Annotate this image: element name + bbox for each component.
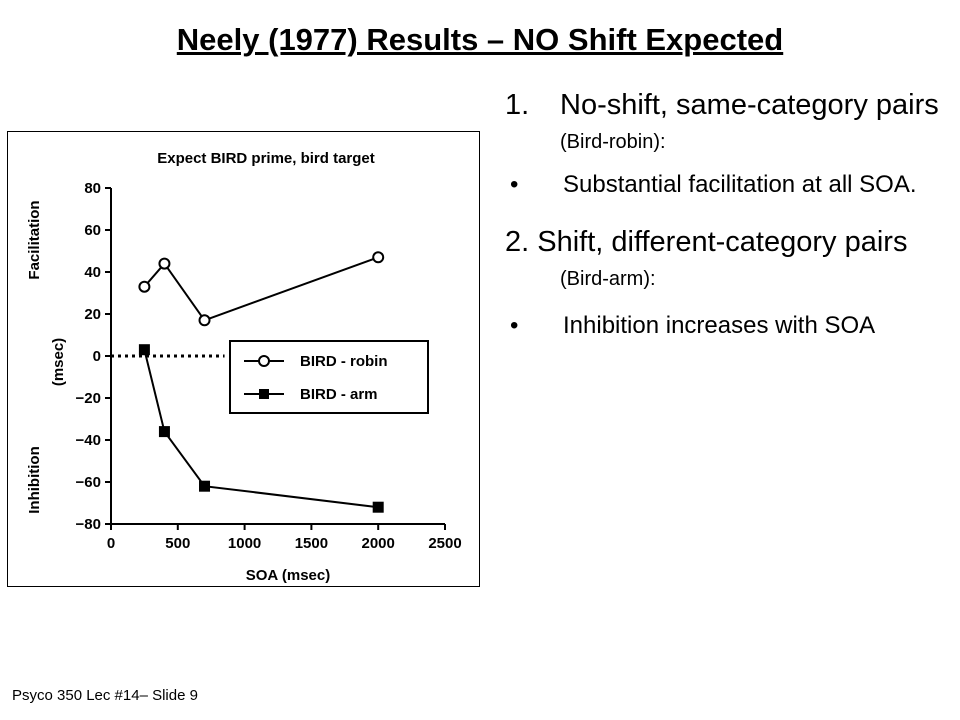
y-axis-label-facilitation: Facilitation	[26, 200, 43, 279]
sub-bullet-facilitation: • Substantial facilitation at all SOA.	[505, 169, 955, 201]
x-tick-label: 2000	[362, 535, 395, 552]
data-point-robin	[158, 257, 171, 270]
x-tick-label: 0	[107, 535, 115, 552]
data-point-robin	[138, 280, 151, 293]
list-item-note: (Bird-arm):	[560, 268, 656, 290]
legend-marker-robin	[258, 355, 270, 367]
x-tick-label: 1500	[295, 535, 328, 552]
series-line-robin	[143, 256, 379, 322]
x-tick-label: 2500	[428, 535, 461, 552]
slide-title: Neely (1977) Results – NO Shift Expected	[176, 22, 784, 57]
legend-label-robin: BIRD - robin	[300, 353, 388, 370]
figure-frame: Expect BIRD prime, bird target −80 −60 −40…	[7, 131, 480, 587]
data-point-robin	[198, 314, 211, 327]
list-item-main: 2. Shift, different-category pairs	[505, 226, 908, 258]
series-lines	[143, 256, 379, 509]
legend: BIRD - robin BIRD - arm	[229, 340, 429, 414]
y-tick-label: 0	[93, 348, 101, 365]
y-tick-label: −60	[76, 474, 101, 491]
chart-title: Expect BIRD prime, bird target	[157, 150, 375, 167]
y-tick-label: −80	[76, 516, 101, 533]
data-markers	[138, 251, 385, 513]
sub-bullet-text: Substantial facilitation at all SOA.	[563, 171, 917, 198]
soa-chart: Expect BIRD prime, bird target −80 −60 −40…	[26, 150, 462, 584]
sub-bullet-inhibition: • Inhibition increases with SOA	[505, 310, 955, 342]
y-tick-label: 80	[84, 180, 101, 197]
y-tick-label: 40	[84, 264, 101, 281]
y-axis-label-units: (msec)	[50, 338, 67, 386]
x-tick-label: 1000	[228, 535, 261, 552]
slide-footer: Psyco 350 Lec #14– Slide 9	[12, 687, 198, 704]
list-item-main: No-shift, same-category pairs	[560, 89, 939, 121]
list-item-shift: 2. Shift, different-category pairs (Bird…	[505, 225, 955, 296]
data-point-arm	[138, 344, 150, 356]
bullet-marker: •	[510, 171, 519, 198]
axis-ticks: −80 −60 −40 −20 0 20 40 60 80 0 500 1000 1500 2000 250…	[76, 180, 462, 552]
y-axis-label-inhibition: Inhibition	[26, 446, 43, 513]
bullet-list: 1. No-shift, same-category pairs (Bird-r…	[505, 88, 955, 342]
list-item-text: 2. Shift, different-category pairs (Bird…	[505, 225, 955, 296]
series-line-arm	[143, 349, 379, 509]
y-tick-label: 20	[84, 306, 101, 323]
data-point-arm	[199, 480, 211, 492]
data-point-arm	[372, 501, 384, 513]
y-tick-label: 60	[84, 222, 101, 239]
y-tick-label: −40	[76, 432, 101, 449]
list-number: 1.	[505, 89, 530, 121]
y-tick-label: −20	[76, 390, 101, 407]
data-point-arm	[158, 426, 170, 438]
x-axis-label: SOA (msec)	[246, 567, 330, 584]
x-tick-label: 500	[165, 535, 190, 552]
sub-bullet-text: Inhibition increases with SOA	[563, 312, 876, 339]
bullet-marker: •	[510, 312, 519, 339]
legend-label-arm: BIRD - arm	[300, 386, 378, 403]
list-item-note: (Bird-robin):	[560, 131, 666, 153]
legend-marker-arm	[259, 389, 269, 399]
data-point-robin	[372, 251, 385, 264]
legend-box	[229, 340, 429, 414]
list-item-text: No-shift, same-category pairs (Bird-robi…	[505, 88, 955, 159]
list-item-no-shift: 1. No-shift, same-category pairs (Bird-r…	[505, 88, 955, 159]
